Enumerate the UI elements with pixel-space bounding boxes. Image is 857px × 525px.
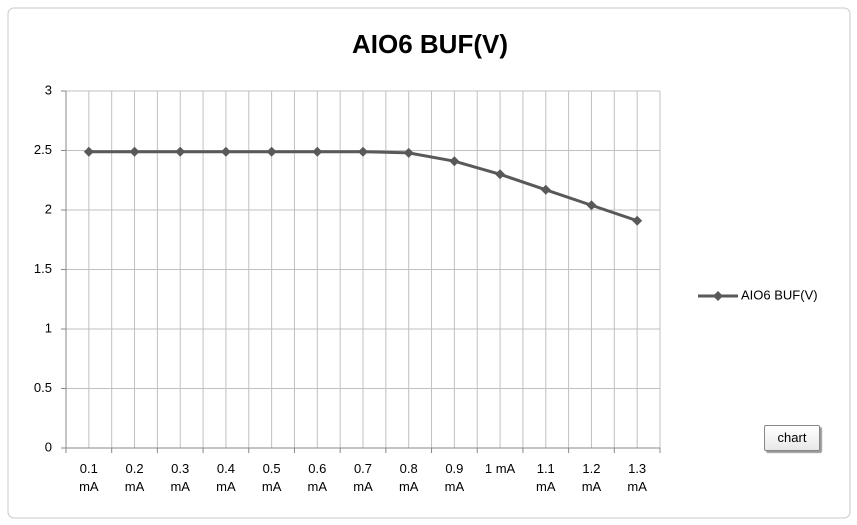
x-tick-label: 0.5 mA	[261, 461, 282, 494]
marker	[540, 184, 551, 195]
x-tick-label: 0.4 mA	[216, 461, 236, 494]
y-tick-label: 0.5	[34, 380, 52, 395]
x-tick-label: 1.2 mA	[581, 461, 602, 494]
y-tick-label: 1	[45, 320, 52, 335]
x-tick-label: 0.6 mA	[307, 461, 328, 494]
y-tick-label: 2	[45, 201, 52, 216]
marker	[266, 146, 277, 157]
marker	[129, 146, 140, 157]
marker	[175, 146, 186, 157]
chart-button[interactable]: chart	[764, 425, 820, 451]
marker	[312, 146, 323, 157]
chart-title: AIO6 BUF(V)	[352, 29, 508, 59]
marker	[449, 156, 460, 167]
marker	[495, 169, 506, 180]
x-tick-label: 0.9 mA	[444, 461, 465, 494]
x-tick-label: 0.8 mA	[398, 461, 419, 494]
chart-border	[7, 7, 851, 519]
marker	[83, 146, 94, 157]
x-tick-label: 0.7 mA	[353, 461, 373, 494]
marker	[220, 146, 231, 157]
x-tick-label: 1 mA	[484, 461, 516, 476]
x-tick-label: 0.1 mA	[79, 461, 99, 494]
y-tick-label: 1.5	[34, 261, 52, 276]
y-tick-label: 2.5	[34, 142, 52, 157]
marker	[403, 147, 414, 158]
y-tick-label: 0	[45, 439, 52, 454]
x-tick-label: 1.1 mA	[536, 461, 556, 494]
legend-marker	[713, 291, 723, 301]
x-tick-label: 1.3 mA	[627, 461, 647, 494]
marker	[632, 215, 643, 226]
x-tick-label: 0.3 mA	[170, 461, 190, 494]
marker	[358, 146, 368, 157]
marker	[586, 200, 597, 211]
x-tick-label: 0.2 mA	[124, 461, 145, 494]
y-tick-label: 3	[45, 82, 52, 97]
legend-label: AIO6 BUF(V)	[741, 287, 818, 302]
